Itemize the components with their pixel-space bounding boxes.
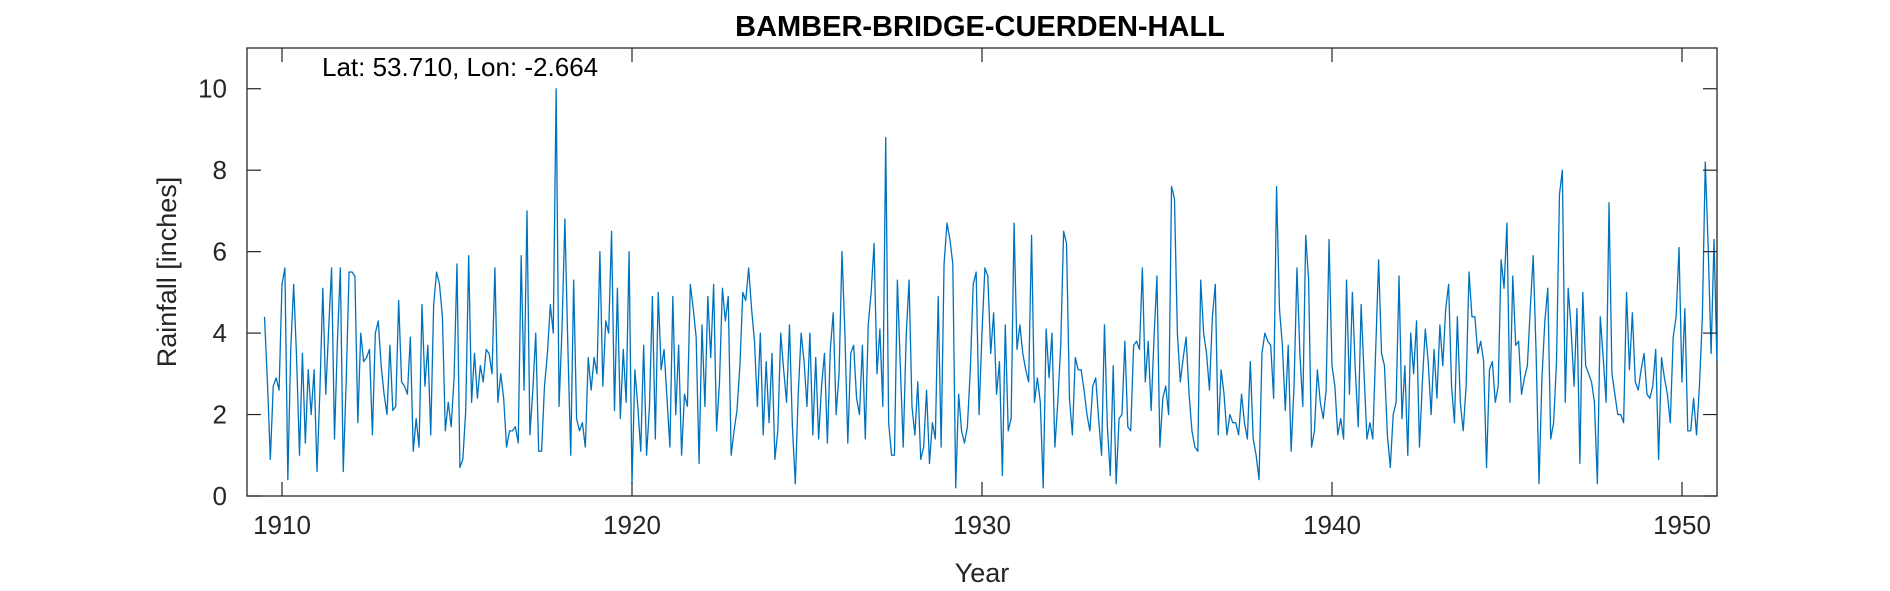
x-tick-label: 1930 bbox=[953, 510, 1011, 540]
y-tick-label: 8 bbox=[213, 155, 227, 185]
rainfall-series-line-0 bbox=[263, 88, 1718, 489]
x-tick-label: 1910 bbox=[253, 510, 311, 540]
y-tick-label: 4 bbox=[213, 318, 227, 348]
y-tick-label: 10 bbox=[198, 74, 227, 104]
x-tick-label: 1940 bbox=[1303, 510, 1361, 540]
x-tick-label: 1950 bbox=[1653, 510, 1711, 540]
y-tick-label: 0 bbox=[213, 481, 227, 511]
y-tick-label: 2 bbox=[213, 400, 227, 430]
y-axis-label: Rainfall [inches] bbox=[152, 177, 182, 368]
x-axis-ticks: 1910 1920 1930 1940 1950 bbox=[253, 48, 1711, 540]
y-axis-ticks: 0 2 4 6 8 10 bbox=[198, 74, 1717, 511]
series-layer bbox=[263, 88, 1718, 489]
x-tick-label: 1920 bbox=[603, 510, 661, 540]
y-tick-label: 6 bbox=[213, 237, 227, 267]
station-coordinates-annotation: Lat: 53.710, Lon: -2.664 bbox=[322, 52, 598, 82]
x-axis-label: Year bbox=[955, 558, 1010, 588]
chart-title: BAMBER-BRIDGE-CUERDEN-HALL bbox=[735, 11, 1225, 43]
axes-box bbox=[246, 47, 1718, 497]
plot-area: 1910 1920 1930 1940 1950 0 2 4 6 8 10 bbox=[198, 47, 1718, 540]
